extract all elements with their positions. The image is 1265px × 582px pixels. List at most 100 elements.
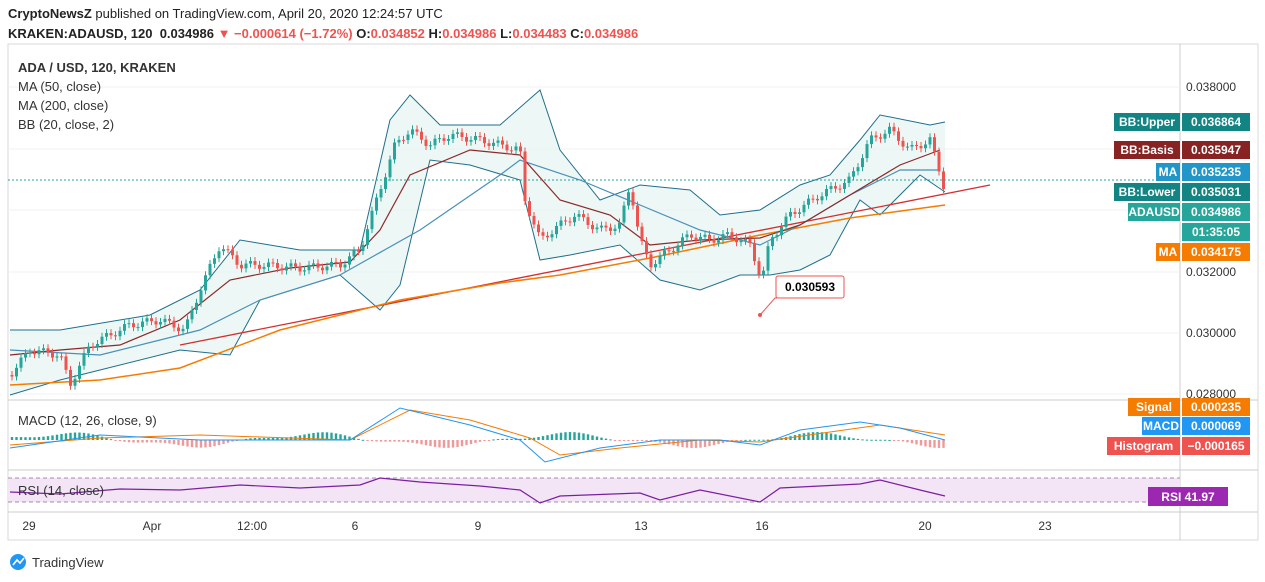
candle bbox=[595, 227, 599, 230]
tv-logo bbox=[10, 554, 26, 570]
candle bbox=[312, 263, 315, 265]
hist-bar bbox=[591, 435, 594, 440]
price-tag-name-text: BB:Upper bbox=[1119, 115, 1175, 129]
price-tag-name bbox=[1114, 183, 1180, 201]
candle bbox=[100, 336, 104, 344]
price-tag-name-text: MA bbox=[1159, 165, 1178, 179]
candle bbox=[685, 234, 689, 238]
hist-bar bbox=[402, 440, 405, 442]
candle bbox=[195, 302, 198, 311]
candle bbox=[24, 353, 27, 358]
ohlc-key: O: bbox=[356, 26, 371, 41]
hist-bar bbox=[280, 437, 284, 440]
candle bbox=[483, 137, 486, 144]
candle bbox=[285, 266, 288, 271]
candle bbox=[676, 245, 680, 252]
signal-line bbox=[9, 409, 946, 456]
candle bbox=[73, 378, 77, 386]
hist-bar bbox=[204, 440, 207, 448]
hist-bar bbox=[604, 438, 608, 440]
candle bbox=[672, 250, 675, 252]
candle bbox=[96, 343, 99, 347]
hist-bar bbox=[231, 440, 234, 442]
candle bbox=[829, 186, 833, 189]
hist-bar bbox=[942, 440, 945, 448]
candle bbox=[397, 139, 401, 143]
hist-bar bbox=[703, 440, 707, 448]
candle bbox=[262, 267, 266, 269]
hist-bar bbox=[28, 437, 32, 440]
candle bbox=[568, 221, 572, 223]
candle bbox=[307, 264, 311, 271]
hist-bar bbox=[847, 437, 851, 440]
hist-bar bbox=[924, 440, 927, 447]
time-tick-label: 16 bbox=[755, 519, 769, 533]
candle bbox=[487, 143, 491, 147]
hist-bar bbox=[267, 437, 270, 440]
hist-bar bbox=[442, 440, 446, 448]
hist-bar bbox=[856, 438, 860, 440]
hist-bar bbox=[681, 440, 684, 448]
bb-upper bbox=[10, 89, 946, 331]
hist-bar bbox=[132, 440, 135, 443]
hist-bar bbox=[321, 432, 324, 440]
price-tag-name bbox=[1156, 163, 1180, 181]
hist-bar bbox=[46, 436, 50, 440]
candle bbox=[726, 232, 729, 235]
candle bbox=[19, 357, 23, 368]
hist-bar bbox=[892, 440, 896, 441]
candle bbox=[316, 263, 320, 268]
hist-bar bbox=[694, 440, 698, 448]
hist-bar bbox=[609, 439, 612, 441]
candle bbox=[28, 352, 32, 354]
hist-bar bbox=[861, 439, 864, 441]
candle bbox=[204, 275, 207, 291]
candles bbox=[10, 122, 945, 390]
candle bbox=[406, 134, 410, 141]
price-tick-label: 0.030000 bbox=[1186, 326, 1236, 340]
hist-bar bbox=[820, 432, 824, 440]
hist-bar bbox=[424, 440, 428, 446]
hist-bar bbox=[420, 440, 423, 445]
hist-bar bbox=[73, 432, 77, 440]
time-tick-label: 29 bbox=[22, 519, 36, 533]
candle bbox=[528, 201, 531, 216]
hist-bar bbox=[496, 439, 500, 441]
hist-bar bbox=[469, 440, 473, 445]
hist-bar bbox=[640, 440, 644, 441]
price-tag-value: 01:35:05 bbox=[1192, 225, 1240, 239]
hist-bar bbox=[807, 432, 810, 440]
candle bbox=[442, 138, 446, 141]
hist-bar bbox=[901, 440, 905, 442]
candle bbox=[55, 356, 59, 358]
price-tag-value: 0.035235 bbox=[1191, 165, 1241, 179]
candle bbox=[748, 238, 752, 244]
hist-bar bbox=[217, 440, 221, 446]
candle bbox=[478, 135, 482, 138]
candle bbox=[573, 216, 576, 223]
hist-bar bbox=[888, 439, 891, 441]
hist-bar bbox=[69, 432, 72, 440]
candle bbox=[933, 137, 936, 152]
change: ▼ −0.000614 (−1.72%) bbox=[217, 26, 353, 41]
hist-bar bbox=[375, 440, 378, 442]
candle bbox=[775, 235, 779, 238]
candle bbox=[10, 375, 14, 377]
hist-bar bbox=[676, 440, 680, 447]
hist-bar bbox=[186, 440, 189, 447]
hist-bar bbox=[249, 438, 252, 440]
hist-bar bbox=[910, 440, 914, 444]
candle bbox=[609, 227, 612, 231]
candle bbox=[190, 310, 194, 320]
macd-line bbox=[9, 407, 946, 463]
candle bbox=[132, 323, 135, 328]
candle bbox=[348, 256, 351, 265]
rsi-tag-text: RSI 41.97 bbox=[1161, 490, 1215, 504]
hist-bar bbox=[933, 440, 936, 448]
hist-bar bbox=[406, 440, 410, 443]
hist-bar bbox=[78, 432, 81, 440]
candle bbox=[429, 145, 432, 147]
price-tag bbox=[1182, 113, 1250, 131]
candle bbox=[447, 139, 450, 141]
hist-bar bbox=[91, 434, 95, 440]
